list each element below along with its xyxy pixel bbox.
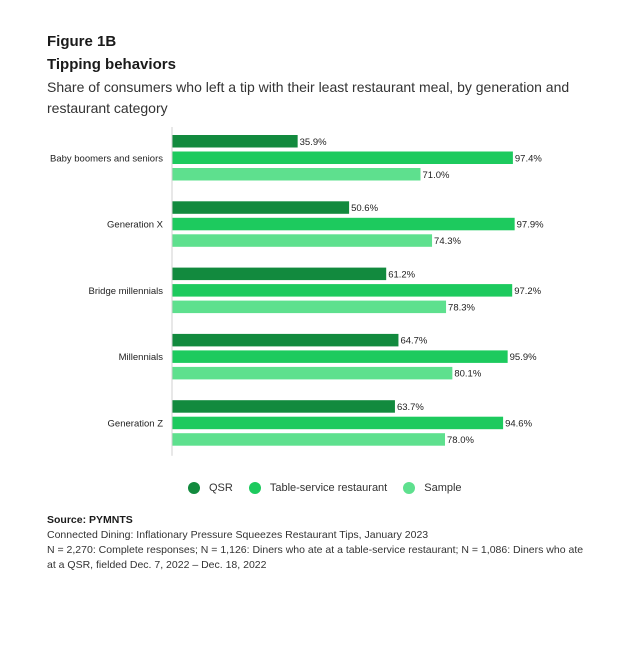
bar-table-service-restaurant-3 (172, 284, 513, 297)
legend-label-table-service: Table-service restaurant (269, 482, 388, 494)
bar-sample-4 (172, 366, 453, 380)
legend-item-sample: Sample (403, 482, 462, 494)
data-label: 95.9% (510, 352, 537, 363)
bar-sample-3 (172, 300, 447, 314)
source-note: Source: PYMNTS (47, 514, 133, 526)
legend-label-sample: Sample (424, 482, 462, 494)
bar-qsr-5 (172, 400, 395, 413)
category-label: Bridge millennials (89, 286, 164, 297)
bar-table-service-restaurant-5 (172, 416, 504, 430)
bar-table-service-restaurant-2 (172, 217, 515, 231)
data-label: 80.1% (454, 369, 481, 380)
bar-chart: 35.9% 97.4% 71.0% Baby boomers and seniors 5… (50, 127, 544, 456)
data-label: 71.0% (423, 170, 450, 181)
chart-subtitle: Share of consumers who left a tip with t… (47, 79, 570, 116)
legend-item-qsr: QSR (188, 482, 233, 494)
bar-sample-5 (172, 433, 445, 446)
category-label: Millennials (119, 352, 164, 363)
bar-sample-2 (172, 234, 433, 247)
data-label: 50.6% (351, 203, 378, 214)
data-label: 78.0% (447, 435, 474, 446)
bar-qsr-1 (172, 135, 298, 148)
legend-swatch-table-service (248, 482, 261, 494)
legend-label-qsr: QSR (209, 482, 233, 494)
chart-legend: QSR Table-service restaurant Sample (188, 482, 478, 494)
legend-swatch-qsr (188, 482, 200, 494)
data-label: 74.3% (434, 236, 461, 247)
legend-swatch-sample (403, 482, 416, 494)
data-label: 61.2% (388, 269, 415, 280)
data-label: 94.6% (505, 418, 532, 429)
legend-item-table-service: Table-service restaurant (248, 482, 388, 494)
data-label: 97.4% (515, 153, 542, 164)
chart-notes: Source: PYMNTS Connected Dining: Inflati… (47, 513, 587, 573)
category-label: Generation X (107, 220, 164, 231)
bar-table-service-restaurant-1 (172, 151, 513, 164)
data-label: 35.9% (300, 137, 327, 148)
data-label: 97.9% (517, 220, 544, 231)
bar-qsr-4 (172, 333, 399, 347)
data-label: 78.3% (448, 302, 475, 313)
figure-label: Figure 1B (47, 33, 117, 50)
data-label: 63.7% (397, 402, 424, 413)
bar-sample-1 (172, 168, 421, 181)
sample-note: N = 2,270: Complete responses; N = 1,126… (47, 544, 584, 571)
publication-note: Connected Dining: Inflationary Pressure … (47, 529, 429, 541)
bar-qsr-3 (172, 267, 387, 281)
chart-title: Tipping behaviors (47, 56, 176, 73)
category-label: Generation Z (108, 418, 164, 429)
data-label: 97.2% (514, 286, 541, 297)
category-label: Baby boomers and seniors (50, 153, 163, 164)
data-label: 64.7% (400, 336, 427, 347)
bar-qsr-2 (172, 201, 350, 214)
bar-table-service-restaurant-4 (172, 350, 508, 363)
